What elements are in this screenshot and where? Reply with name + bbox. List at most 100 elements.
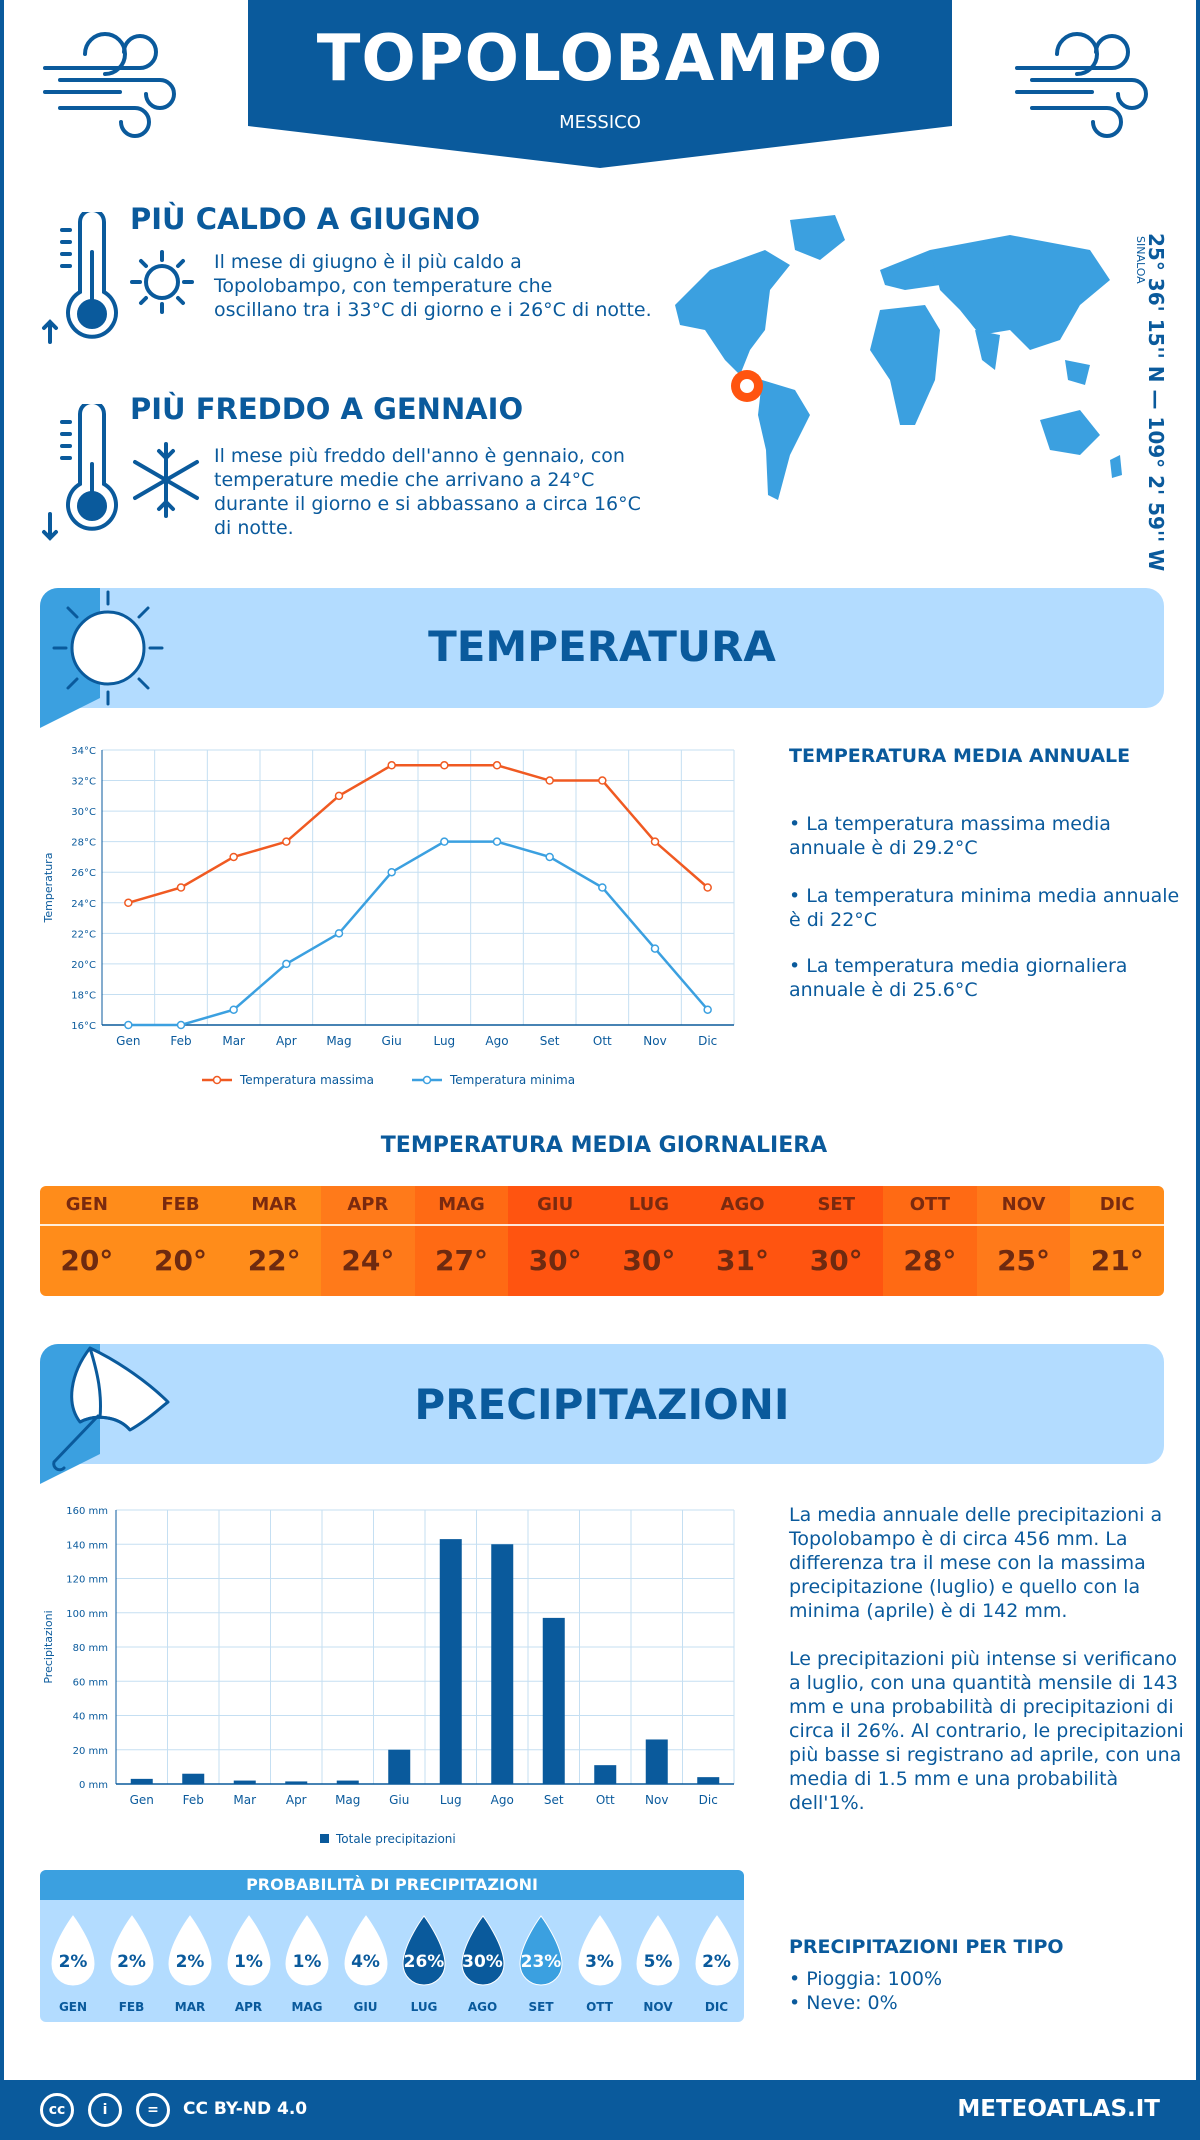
- y-tick-label: 140 mm: [66, 1540, 108, 1551]
- precip-bar: [439, 1539, 462, 1784]
- rain-share: • Pioggia: 100%: [789, 1968, 942, 1990]
- data-point: [598, 883, 607, 892]
- raindrop-icon: [51, 1915, 95, 1986]
- coordinates: 25° 36' 15'' N — 109° 2' 59'' W: [1144, 233, 1168, 572]
- x-tick-label: Giu: [389, 1793, 409, 1807]
- coldest-title: PIÙ FREDDO A GENNAIO: [130, 392, 524, 426]
- daily-temp-cell: OTT 28°: [883, 1186, 977, 1296]
- daily-temp-value: 28°: [903, 1244, 957, 1277]
- daily-temp-value: 22°: [247, 1244, 301, 1277]
- data-point: [703, 1005, 712, 1014]
- data-point: [598, 776, 607, 785]
- footer: cc i = CC BY-ND 4.0 METEOATLAS.IT: [0, 2080, 1200, 2140]
- probability-value: 23%: [520, 1952, 562, 1972]
- probability-drop: 2% DIC: [690, 1914, 744, 2014]
- daily-temp-month: AGO: [720, 1194, 765, 1215]
- daily-temp-value: 30°: [528, 1244, 582, 1277]
- x-tick-label: Apr: [276, 1034, 297, 1048]
- x-tick-label: Lug: [433, 1034, 455, 1048]
- data-point: [387, 867, 396, 877]
- daily-temp-cell: AGO 31°: [695, 1186, 790, 1296]
- daily-temp-month: APR: [347, 1194, 389, 1215]
- hottest-title: PIÙ CALDO A GIUGNO: [130, 202, 481, 236]
- probability-value: 2%: [175, 1952, 205, 1972]
- y-tick-label: 22°C: [71, 929, 96, 940]
- daily-temp-title: TEMPERATURA MEDIA GIORNALIERA: [380, 1133, 828, 1158]
- thermometer-cold-icon: [42, 404, 199, 541]
- x-tick-label: Feb: [183, 1793, 204, 1807]
- umbrella-icon: [40, 1344, 170, 1484]
- data-point: [334, 791, 344, 801]
- legend-swatch: [320, 1834, 329, 1843]
- x-tick-label: Set: [544, 1793, 564, 1807]
- x-tick-label: Dic: [698, 1034, 717, 1048]
- cc-license-icon[interactable]: cc: [40, 2093, 74, 2127]
- x-tick-label: Feb: [170, 1034, 191, 1048]
- region-label: SINALOA: [1134, 236, 1147, 284]
- probability-month: AGO: [467, 2000, 498, 2014]
- y-tick-label: 20°C: [71, 960, 96, 971]
- coldest-text: Il mese più freddo dell'anno è gennaio, …: [214, 445, 641, 539]
- data-point: [650, 837, 660, 846]
- x-tick-label: Gen: [116, 1034, 140, 1048]
- attribution-icon[interactable]: i: [88, 2093, 122, 2127]
- probability-month: NOV: [643, 2000, 673, 2014]
- daily-temp-value: 30°: [622, 1244, 676, 1277]
- daily-temp-month: FEB: [161, 1194, 200, 1215]
- data-point: [440, 761, 449, 770]
- hottest-text: Il mese di giugno è il più caldo a Topol…: [214, 251, 652, 321]
- precip-bar: [233, 1780, 256, 1784]
- x-tick-label: Dic: [699, 1793, 718, 1807]
- daily-temp-cell: MAR 22°: [227, 1186, 322, 1296]
- y-tick-label: 80 mm: [73, 1643, 108, 1654]
- daily-temp-cell: GEN 20°: [40, 1186, 134, 1296]
- annual-max-text: • La temperatura massima media annuale è …: [789, 813, 1111, 859]
- y-tick-label: 30°C: [71, 807, 96, 818]
- x-tick-label: Ott: [593, 1034, 612, 1048]
- data-point: [545, 852, 554, 862]
- daily-temp-value: 25°: [997, 1244, 1051, 1277]
- infographic-frame: TOPOLOBAMPO MESSICO: [4, 0, 1196, 2080]
- y-axis-label: Precipitazioni: [42, 1610, 55, 1683]
- daily-temp-value: 31°: [716, 1244, 770, 1277]
- temp-grid: [101, 749, 735, 1026]
- probability-month: SET: [528, 2000, 554, 2014]
- probability-value: 1%: [292, 1952, 322, 1972]
- x-tick-label: Gen: [130, 1793, 154, 1807]
- raindrop-icon: [636, 1915, 680, 1986]
- probability-drop: 23% SET: [514, 1914, 568, 2014]
- raindrop-icon: [577, 1915, 622, 1986]
- y-tick-label: 100 mm: [66, 1609, 108, 1620]
- daily-temp-value: 20°: [154, 1244, 207, 1277]
- raindrop-icon: [285, 1915, 329, 1986]
- x-tick-label: Mar: [233, 1793, 256, 1807]
- y-tick-label: 120 mm: [66, 1575, 108, 1586]
- raindrop-icon: [519, 1915, 563, 1986]
- precip-bar: [645, 1739, 668, 1784]
- wind-icon: [43, 32, 176, 138]
- daily-temp-month: OTT: [909, 1194, 951, 1215]
- license-label[interactable]: CC BY-ND 4.0: [183, 2099, 308, 2119]
- city-title: TOPOLOBAMPO: [316, 22, 884, 96]
- probability-month: APR: [234, 2000, 263, 2014]
- temperature-line-chart: 16°C 18°C 20°C 22°C 24°C 26°C 28°C 30°C 32°C 34°C…: [42, 746, 735, 1087]
- precip-bar: [182, 1773, 205, 1784]
- data-point: [176, 883, 186, 892]
- probability-drop: 4% GIU: [339, 1914, 393, 2014]
- daily-temp-cell: FEB 20°: [133, 1186, 228, 1296]
- data-point: [650, 944, 660, 953]
- precip-bar: [697, 1777, 720, 1784]
- daily-temp-value: 21°: [1090, 1244, 1144, 1277]
- y-tick-label: 60 mm: [73, 1677, 108, 1688]
- site-link[interactable]: METEOATLAS.IT: [957, 2096, 1160, 2122]
- daily-temp-value: 30°: [809, 1244, 863, 1277]
- probability-drop: 5% NOV: [631, 1914, 685, 2014]
- legend-label: Temperatura minima: [449, 1073, 575, 1087]
- no-derivatives-icon[interactable]: =: [136, 2093, 170, 2127]
- x-tick-label: Mag: [326, 1034, 351, 1048]
- data-point: [492, 837, 502, 846]
- precip-probability-title: PROBABILITÀ DI PRECIPITAZIONI: [40, 1870, 744, 1900]
- daily-temp-cell: MAG 27°: [414, 1186, 509, 1296]
- daily-temp-month: NOV: [1001, 1194, 1046, 1215]
